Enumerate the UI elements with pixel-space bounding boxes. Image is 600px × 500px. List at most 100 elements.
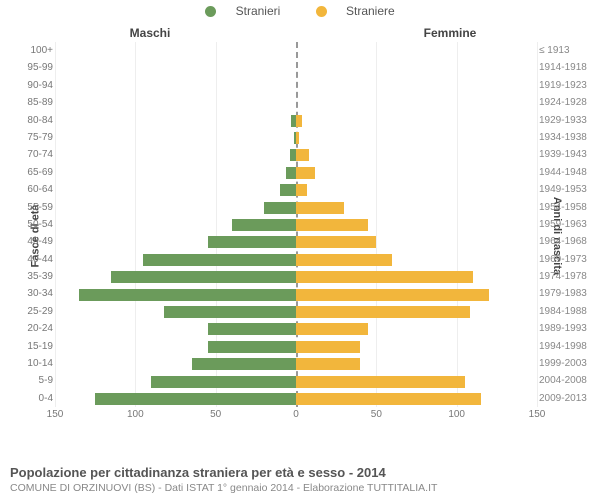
year-label: 1964-1968	[539, 233, 591, 250]
legend: Stranieri Straniere	[0, 4, 600, 18]
x-tick-label: 150	[529, 409, 546, 420]
age-label: 65-69	[13, 164, 53, 181]
bar-female	[296, 393, 481, 405]
year-label: 1934-1938	[539, 129, 591, 146]
bar-male	[280, 184, 296, 196]
year-label: 1949-1953	[539, 181, 591, 198]
legend-swatch-f	[316, 6, 327, 17]
age-label: 15-19	[13, 338, 53, 355]
bar-female	[296, 323, 368, 335]
age-label: 50-54	[13, 216, 53, 233]
bar-row	[55, 79, 537, 93]
bars-area	[55, 42, 537, 407]
section-title-maschi: Maschi	[0, 26, 300, 40]
age-label: 95-99	[13, 59, 53, 76]
year-label: 1924-1928	[539, 94, 591, 111]
bar-row	[55, 148, 537, 162]
age-label: 80-84	[13, 112, 53, 129]
x-tick-label: 50	[371, 409, 382, 420]
year-label: 1994-1998	[539, 338, 591, 355]
bar-row	[55, 201, 537, 215]
age-label: 20-24	[13, 320, 53, 337]
bar-row	[55, 131, 537, 145]
bar-row	[55, 340, 537, 354]
legend-label-f: Straniere	[346, 4, 395, 18]
bar-female	[296, 341, 360, 353]
bar-male	[164, 306, 296, 318]
plot-area: 100+95-9990-9485-8980-8475-7970-7465-696…	[55, 42, 537, 437]
gridline	[537, 42, 538, 407]
legend-swatch-m	[205, 6, 216, 17]
bar-male	[286, 167, 296, 179]
bar-row	[55, 166, 537, 180]
legend-item-f: Straniere	[308, 4, 403, 18]
bar-female	[296, 358, 360, 370]
legend-item-m: Stranieri	[197, 4, 288, 18]
x-axis: 15010050050100150	[55, 407, 537, 421]
bar-row	[55, 44, 537, 58]
bar-female	[296, 132, 299, 144]
year-label: 1954-1958	[539, 199, 591, 216]
year-label: 1989-1993	[539, 320, 591, 337]
bar-female	[296, 271, 473, 283]
age-label: 55-59	[13, 199, 53, 216]
chart-footer: Popolazione per cittadinanza straniera p…	[10, 465, 590, 494]
bar-female	[296, 254, 392, 266]
year-label: 1984-1988	[539, 303, 591, 320]
age-label: 0-4	[13, 390, 53, 407]
year-label: 1969-1973	[539, 251, 591, 268]
bar-row	[55, 375, 537, 389]
bar-female	[296, 236, 376, 248]
age-label: 5-9	[13, 372, 53, 389]
age-label: 45-49	[13, 233, 53, 250]
chart-title: Popolazione per cittadinanza straniera p…	[10, 465, 590, 480]
bar-female	[296, 376, 465, 388]
bar-row	[55, 96, 537, 110]
x-tick-label: 50	[210, 409, 221, 420]
bar-row	[55, 288, 537, 302]
bar-female	[296, 184, 307, 196]
chart-container: Stranieri Straniere Maschi Femmine Fasce…	[0, 0, 600, 500]
bar-male	[79, 289, 296, 301]
bar-male	[208, 323, 296, 335]
age-label: 60-64	[13, 181, 53, 198]
bar-row	[55, 305, 537, 319]
bar-male	[264, 202, 296, 214]
year-label: 1939-1943	[539, 146, 591, 163]
bar-row	[55, 253, 537, 267]
bar-row	[55, 322, 537, 336]
age-label: 100+	[13, 42, 53, 59]
x-tick-label: 0	[293, 409, 299, 420]
bar-male	[192, 358, 296, 370]
bar-female	[296, 219, 368, 231]
bar-row	[55, 61, 537, 75]
age-label: 35-39	[13, 268, 53, 285]
bar-female	[296, 115, 302, 127]
year-label: ≤ 1913	[539, 42, 591, 59]
age-labels-column: 100+95-9990-9485-8980-8475-7970-7465-696…	[13, 42, 53, 407]
age-label: 25-29	[13, 303, 53, 320]
year-label: 1929-1933	[539, 112, 591, 129]
bar-row	[55, 183, 537, 197]
bar-female	[296, 149, 309, 161]
year-label: 1959-1963	[539, 216, 591, 233]
bar-female	[296, 202, 344, 214]
age-label: 10-14	[13, 355, 53, 372]
bar-row	[55, 392, 537, 406]
chart-subtitle: COMUNE DI ORZINUOVI (BS) - Dati ISTAT 1°…	[10, 482, 590, 494]
year-label: 1944-1948	[539, 164, 591, 181]
bar-male	[208, 341, 296, 353]
age-label: 75-79	[13, 129, 53, 146]
bar-male	[143, 254, 296, 266]
x-tick-label: 100	[127, 409, 144, 420]
year-label: 1974-1978	[539, 268, 591, 285]
bar-male	[151, 376, 296, 388]
bar-male	[95, 393, 296, 405]
bar-row	[55, 235, 537, 249]
bar-female	[296, 289, 489, 301]
age-label: 85-89	[13, 94, 53, 111]
age-label: 40-44	[13, 251, 53, 268]
age-label: 70-74	[13, 146, 53, 163]
year-label: 2009-2013	[539, 390, 591, 407]
bar-male	[208, 236, 296, 248]
